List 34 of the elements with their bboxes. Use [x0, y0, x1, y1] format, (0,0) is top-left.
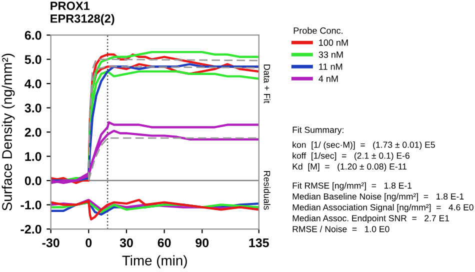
text: koff [1/sec] = (2.1 ± 0.1) E-6 — [292, 152, 410, 160]
text: Kd [M] = (1.20 ± 0.08) E-11 — [292, 163, 406, 172]
x-tick-label: 30 — [120, 238, 133, 248]
x-tick-label: 60 — [158, 238, 171, 248]
text: Fit RMSE [ng/mm²] = 1.8 E-1 — [292, 182, 412, 190]
text: Residuals — [264, 171, 270, 210]
text: kon [1/ (sec·M)] = (1.73 ± 0.01) E5 — [292, 141, 435, 150]
y-tick-label: -2.0 — [20, 224, 42, 234]
legend-label: 100 nM — [319, 39, 348, 46]
text: RMSE / Noise = 1.0 E0 — [292, 226, 390, 232]
text: Fit Summary: — [292, 126, 344, 135]
legend-label: 33 nM — [318, 51, 343, 58]
y-tick-label: 4.0 — [24, 79, 42, 88]
text: Data + Fit — [264, 64, 270, 104]
text: Median Assoc. Endpoint SNR = 2.7 E1 — [292, 214, 450, 224]
x-tick-label: -30 — [42, 238, 60, 248]
text: Median Baseline Noise [ng/mm²] = 1.8 E-1 — [292, 193, 464, 202]
text: Median Association Signal [ng/mm²] = 4.6 E0 — [292, 204, 474, 212]
y-tick-label: 2.0 — [24, 128, 42, 137]
legend-label: 4 nM — [318, 76, 338, 82]
y-axis-title: Surface Density (ng/mm²) — [2, 54, 15, 211]
legend-title: Probe Conc. — [294, 27, 342, 34]
legend-label: 11 nM — [319, 64, 342, 70]
y-tick-label: 6.0 — [24, 30, 42, 40]
x-tick-label: 135 — [249, 238, 269, 248]
y-tick-label: 0.0 — [24, 176, 42, 186]
y-tick-label: 3.0 — [24, 104, 42, 112]
y-tick-label: -1.0 — [20, 200, 42, 210]
x-tick-label: 0 — [86, 238, 92, 248]
chart-title: PROX1 EPR3128(2) — [50, 2, 114, 26]
y-tick-label: 1.0 — [25, 152, 42, 161]
x-axis-title: Time (min) — [122, 255, 187, 268]
x-tick-label: 90 — [196, 238, 209, 248]
y-tick-label: 5.0 — [24, 55, 42, 64]
